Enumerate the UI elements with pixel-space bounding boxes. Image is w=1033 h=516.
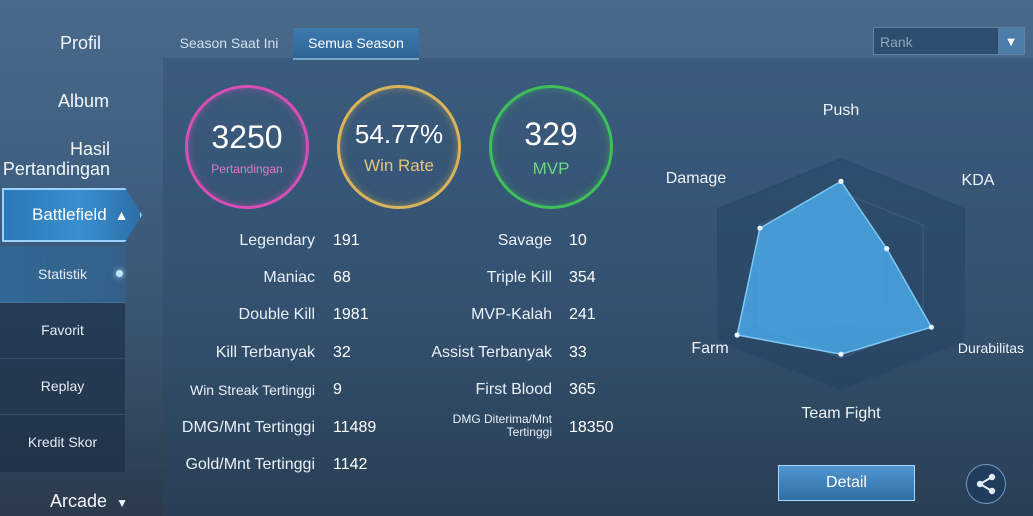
radar-label-durabilitas: Durabilitas (958, 340, 1024, 356)
sidebar-item-hasil-pertandingan[interactable]: Hasil Pertandingan (2, 139, 110, 179)
mvp-value: 329 (524, 115, 578, 152)
stat-label: Assist Terbanyak (431, 344, 552, 361)
stat-label: Legendary (239, 232, 315, 249)
stat-label: Triple Kill (486, 269, 552, 286)
radar-grid-mid (758, 191, 924, 359)
stat-value: 1142 (333, 456, 368, 473)
stat-label: Double Kill (238, 306, 315, 323)
radar-dot-teamfight (838, 351, 844, 357)
radar-dot-durabilitas (928, 324, 934, 330)
chevron-down-icon: ▼ (116, 496, 128, 510)
winrate-label: Win Rate (364, 155, 434, 175)
stat-value: 241 (569, 306, 596, 323)
radar-label-farm: Farm (691, 340, 728, 357)
winrate-value: 54.77% (354, 118, 444, 149)
radar-label-damage: Damage (666, 170, 727, 187)
chevron-up-icon: ▲ (114, 207, 129, 223)
sidebar-item-arcade[interactable]: Arcade ▼ (50, 491, 128, 511)
radar-vertex-dots (734, 178, 934, 357)
tab-season-saat-ini[interactable]: Season Saat Ini (179, 35, 279, 51)
stat-value: 68 (333, 269, 351, 286)
stat-value: 33 (569, 344, 587, 361)
stat-value: 1981 (333, 306, 369, 323)
radar-dot-damage (757, 225, 763, 231)
stat-value: 365 (569, 381, 596, 398)
stat-label: Kill Terbanyak (215, 344, 315, 361)
stat-label: Maniac (263, 269, 315, 286)
stat-label: Win Streak Tertinggi (189, 382, 315, 398)
rank-select[interactable]: Rank ▼ (873, 27, 1025, 55)
sidebar-item-album[interactable]: Album (58, 91, 110, 111)
stat-label: MVP-Kalah (471, 306, 552, 323)
stat-label-multiline: DMG Diterima/Mnt Tertinggi (452, 412, 552, 439)
stat-value: 10 (569, 232, 587, 249)
submenu-item-statistik[interactable]: Statistik (0, 246, 125, 303)
detail-button[interactable]: Detail (778, 465, 915, 501)
selected-dot-icon (116, 270, 123, 277)
mvp-label: MVP (532, 158, 570, 178)
matches-value: 3250 (211, 118, 283, 155)
share-icon (976, 473, 996, 495)
stat-value: 354 (569, 269, 596, 286)
chevron-down-icon: ▼ (998, 28, 1024, 54)
radar-dot-push (838, 178, 844, 184)
radar-label-teamfight: Team Fight (801, 405, 881, 422)
stat-label: DMG/Mnt Tertinggi (181, 419, 315, 436)
submenu-item-replay[interactable]: Replay (0, 358, 125, 415)
stat-label: Savage (497, 232, 552, 249)
winrate-circle: 54.77% Win Rate (337, 85, 461, 209)
stat-value: 9 (333, 381, 342, 398)
submenu-item-kredit-skor[interactable]: Kredit Skor (27, 434, 98, 450)
stat-value: 32 (333, 344, 351, 361)
stat-label: Gold/Mnt Tertinggi (185, 456, 315, 473)
matches-label: Pertandingan (211, 161, 283, 176)
radar-dot-farm (734, 332, 740, 338)
stat-value: 11489 (333, 419, 377, 436)
radar-chart: Push KDA Durabilitas Team Fight Farm Dam… (666, 102, 1024, 422)
submenu-item-favorit[interactable]: Favorit (0, 302, 125, 359)
stat-label: First Blood (475, 381, 552, 398)
radar-label-push: Push (823, 102, 859, 119)
share-button[interactable] (966, 464, 1006, 504)
radar-label-kda: KDA (962, 172, 995, 189)
stat-value: 18350 (569, 419, 614, 436)
mvp-circle: 329 MVP (489, 85, 613, 209)
matches-circle: 3250 Pertandingan (185, 85, 309, 209)
stat-value: 191 (333, 232, 360, 249)
sidebar-item-battlefield[interactable]: Battlefield ▲ (2, 188, 142, 242)
radar-dot-kda (884, 246, 890, 252)
tab-semua-season[interactable]: Semua Season (293, 28, 419, 60)
sidebar-item-profil[interactable]: Profil (60, 33, 102, 53)
